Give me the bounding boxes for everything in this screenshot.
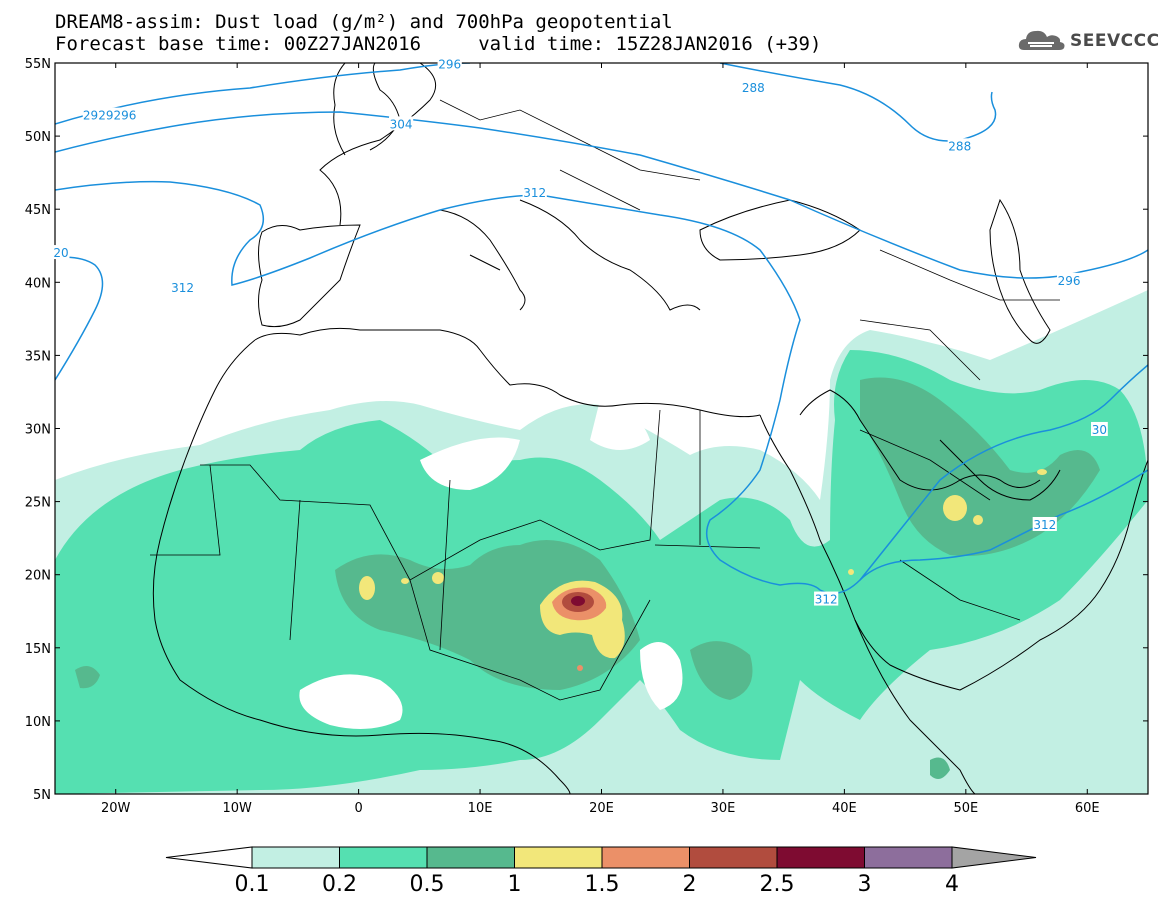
lon-label: 10E	[468, 801, 493, 816]
lat-label: 15N	[25, 642, 51, 657]
coastlines	[150, 63, 1148, 794]
map-area	[55, 63, 1148, 794]
contour-label: 20	[53, 246, 68, 260]
axis-ticks: 55N 50N 45N 40N 35N 30N 25N 20N 15N 10N 5N 20W 10W 0 1…	[25, 57, 1148, 816]
colorbar-label: 2	[683, 872, 697, 897]
cloud-icon	[1018, 30, 1065, 50]
colorbar-label: 2.5	[760, 872, 795, 897]
contour-label: 2929296	[83, 109, 136, 123]
chart-title: DREAM8-assim: Dust load (g/m²) and 700hP…	[55, 11, 673, 33]
dust-shading-0.5	[75, 377, 1100, 779]
colorbar-swatch	[864, 846, 953, 869]
lat-label: 5N	[33, 788, 51, 803]
dust-shading-2.5	[571, 596, 585, 606]
contour-label: 288	[948, 139, 971, 153]
lat-label: 50N	[25, 130, 51, 145]
lon-label: 10W	[222, 801, 252, 816]
colorbar-label: 0.2	[322, 872, 357, 897]
contour-label: 304	[390, 117, 413, 131]
contour-label-bg	[522, 185, 547, 200]
lat-label: 35N	[25, 349, 51, 364]
colorbar-swatch	[776, 846, 865, 869]
contour-label: 288	[742, 81, 765, 95]
colorbar-label: 1	[508, 872, 522, 897]
lat-label: 40N	[25, 276, 51, 291]
contour-labels: 2929296 296 288 304 288 312 20 312 296 30 312 312	[52, 56, 1108, 607]
lon-label: 0	[354, 801, 362, 816]
colorbar-arrow-left	[165, 846, 253, 869]
lon-label: 30E	[711, 801, 736, 816]
contour-label-bg	[947, 138, 972, 153]
colorbar-swatch	[601, 846, 690, 869]
colorbar-label: 1.5	[585, 872, 620, 897]
colorbar-arrow-right	[951, 846, 1037, 869]
contour-label-bg	[170, 280, 195, 295]
contour-label: 312	[171, 281, 194, 295]
lon-label: 60E	[1075, 801, 1100, 816]
colorbar-swatch	[339, 846, 428, 869]
colorbar-label: 0.1	[235, 872, 270, 897]
contour-label-bg	[437, 56, 462, 71]
colorbar-label: 4	[945, 872, 959, 897]
contour-label: 312	[523, 186, 546, 200]
contour-label: 30	[1092, 423, 1107, 437]
contour-label-bg	[1056, 272, 1082, 287]
colorbar: 0.1 0.2 0.5 1 1.5 2 2.5 3 4	[165, 846, 1037, 897]
contour-label-bg	[1091, 421, 1108, 436]
lat-label: 30N	[25, 423, 51, 438]
colorbar-label: 3	[858, 872, 872, 897]
contour-label: 296	[438, 57, 461, 71]
contour-label-bg	[389, 116, 414, 131]
contour-label: 312	[1033, 518, 1056, 532]
contour-label: 296	[1058, 274, 1081, 288]
lat-label: 10N	[25, 715, 51, 730]
colorbar-swatch	[426, 846, 515, 869]
contour-label: 312	[815, 593, 838, 607]
geopotential-contours	[55, 63, 1148, 595]
lat-label: 20N	[25, 569, 51, 584]
colorbar-swatch	[251, 846, 340, 869]
forecast-time-line: Forecast base time: 00Z27JAN2016 valid t…	[55, 33, 822, 55]
lat-label: 25N	[25, 496, 51, 511]
lon-label: 40E	[832, 801, 857, 816]
contour-label-bg	[741, 79, 766, 94]
colorbar-swatch	[689, 846, 778, 869]
colorbar-label: 0.5	[410, 872, 445, 897]
contour-label-bg	[52, 245, 70, 260]
lon-label: 20W	[101, 801, 131, 816]
lon-label: 50E	[953, 801, 978, 816]
colorbar-swatch	[514, 846, 603, 869]
lat-label: 45N	[25, 203, 51, 218]
seevccc-logo: SEEVCCC	[1018, 28, 1160, 54]
lat-label: 55N	[25, 57, 51, 72]
contour-label-bg	[82, 107, 137, 122]
logo-text: SEEVCCC	[1070, 31, 1160, 51]
contour-label-bg	[1032, 516, 1057, 531]
lon-label: 20E	[589, 801, 614, 816]
contour-label-bg	[814, 591, 839, 606]
dust-gaps	[299, 400, 683, 729]
